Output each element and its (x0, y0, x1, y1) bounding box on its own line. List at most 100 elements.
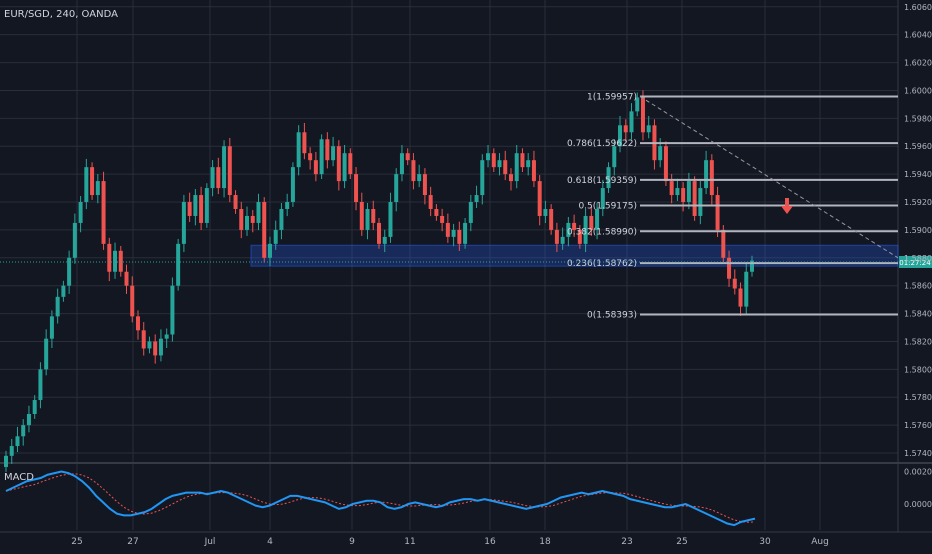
candle-body[interactable] (428, 195, 433, 209)
candle-body[interactable] (176, 243, 181, 286)
candle-body[interactable] (90, 167, 95, 196)
candle-body[interactable] (618, 125, 623, 147)
candle-body[interactable] (365, 208, 370, 230)
candle-body[interactable] (78, 202, 83, 223)
candle-body[interactable] (526, 160, 531, 168)
candle-body[interactable] (589, 215, 594, 230)
candle-body[interactable] (239, 208, 244, 230)
candle-body[interactable] (405, 153, 410, 161)
down-arrow-icon[interactable] (781, 198, 793, 214)
candle-body[interactable] (164, 334, 169, 339)
candle-body[interactable] (256, 202, 261, 223)
candle-body[interactable] (308, 153, 313, 161)
candle-body[interactable] (497, 160, 502, 168)
candle-body[interactable] (549, 208, 554, 230)
candle-body[interactable] (600, 188, 605, 209)
candle-body[interactable] (371, 208, 376, 223)
candle-body[interactable] (153, 341, 158, 356)
candle-body[interactable] (130, 285, 135, 317)
candle-body[interactable] (560, 236, 565, 244)
candle-body[interactable] (635, 97, 640, 112)
candle-body[interactable] (474, 195, 479, 203)
candle-body[interactable] (732, 278, 737, 289)
candle-body[interactable] (640, 97, 645, 133)
candle-body[interactable] (124, 271, 129, 286)
candle-body[interactable] (399, 153, 404, 175)
candle-body[interactable] (520, 153, 525, 168)
candle-body[interactable] (451, 229, 456, 237)
candle-body[interactable] (715, 195, 720, 230)
candles[interactable] (4, 90, 754, 472)
candle-body[interactable] (216, 167, 221, 189)
candle-body[interactable] (26, 413, 31, 426)
candle-body[interactable] (704, 160, 709, 189)
candle-body[interactable] (388, 202, 393, 237)
candle-body[interactable] (750, 260, 754, 272)
candle-body[interactable] (623, 125, 628, 133)
candle-body[interactable] (727, 257, 732, 279)
time-axis[interactable]: 25 27 Jul 4 9 11 16 18 23 25 30 Aug (71, 537, 829, 547)
candle-body[interactable] (457, 229, 462, 244)
candle-body[interactable] (612, 146, 617, 168)
candle-body[interactable] (354, 174, 359, 203)
candle-body[interactable] (319, 139, 324, 175)
fib-retracement[interactable]: 1(1.59957) 0.786(1.59622) 0.618(1.59359) 0.… (567, 92, 898, 321)
candle-body[interactable] (290, 167, 295, 203)
candle-body[interactable] (514, 153, 519, 182)
candle-body[interactable] (279, 208, 284, 230)
candle-body[interactable] (669, 181, 674, 196)
candle-body[interactable] (463, 222, 468, 244)
candle-body[interactable] (296, 132, 301, 168)
candle-body[interactable] (382, 236, 387, 244)
candle-body[interactable] (480, 160, 485, 196)
candle-body[interactable] (572, 222, 577, 230)
candle-body[interactable] (445, 222, 450, 237)
candle-body[interactable] (44, 338, 49, 370)
candle-body[interactable] (675, 188, 680, 196)
candle-body[interactable] (32, 400, 37, 414)
candle-body[interactable] (486, 153, 491, 161)
candle-body[interactable] (158, 338, 163, 356)
candle-body[interactable] (646, 125, 651, 133)
candle-body[interactable] (233, 195, 238, 209)
candle-body[interactable] (342, 153, 347, 182)
candle-body[interactable] (336, 146, 341, 182)
candle-body[interactable] (21, 425, 26, 437)
candle-body[interactable] (566, 222, 571, 237)
candle-body[interactable] (325, 139, 330, 161)
candle-body[interactable] (101, 181, 106, 244)
candle-body[interactable] (273, 229, 278, 244)
candle-body[interactable] (118, 250, 123, 272)
candle-body[interactable] (606, 167, 611, 189)
candle-body[interactable] (583, 215, 588, 244)
candle-body[interactable] (543, 208, 548, 216)
candle-body[interactable] (38, 369, 43, 401)
candle-body[interactable] (508, 174, 513, 182)
candle-body[interactable] (440, 215, 445, 223)
candle-body[interactable] (658, 146, 663, 161)
candle-body[interactable] (55, 296, 60, 317)
candle-body[interactable] (193, 195, 198, 216)
macd-line[interactable] (5, 470, 756, 527)
candle-body[interactable] (503, 160, 508, 175)
candle-body[interactable] (313, 160, 318, 175)
candle-body[interactable] (61, 285, 66, 297)
trend-line[interactable] (639, 96, 899, 259)
candle-body[interactable] (554, 229, 559, 244)
candle-body[interactable] (738, 288, 743, 307)
candle-body[interactable] (147, 341, 152, 349)
candle-body[interactable] (135, 316, 140, 331)
candle-body[interactable] (141, 330, 146, 349)
candle-body[interactable] (187, 202, 192, 216)
candle-body[interactable] (199, 195, 204, 223)
candle-body[interactable] (394, 174, 399, 203)
candle-body[interactable] (348, 153, 353, 175)
candle-body[interactable] (227, 146, 232, 196)
candle-body[interactable] (377, 222, 381, 244)
candle-body[interactable] (663, 146, 668, 182)
candle-body[interactable] (692, 181, 697, 216)
candle-body[interactable] (411, 160, 416, 182)
candle-body[interactable] (210, 167, 215, 189)
